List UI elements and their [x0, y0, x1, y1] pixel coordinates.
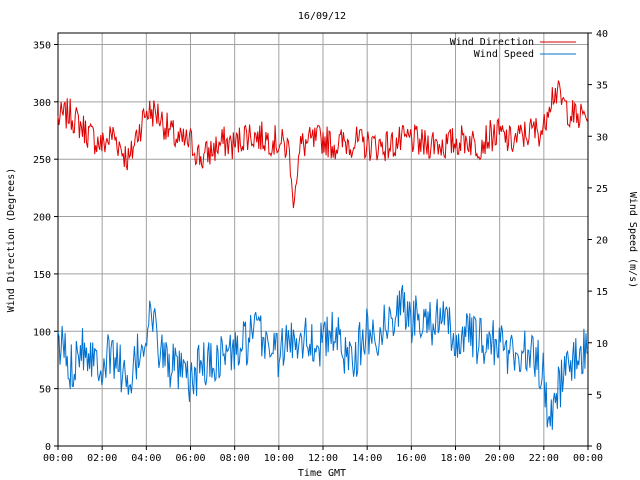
y-right-tick-label: 35: [596, 81, 608, 92]
x-tick-label: 20:00: [485, 453, 515, 464]
series-layer: [57, 80, 589, 430]
legend-label-direction: Wind Direction: [450, 37, 534, 48]
x-tick-label: 18:00: [440, 453, 470, 464]
axis-ticks: 00:00 02:00 04:00 06:00 08:00 10:00 12:00 14:00…: [33, 29, 608, 464]
y-left-tick-label: 0: [45, 442, 51, 453]
y-left-tick-label: 50: [39, 385, 51, 396]
x-tick-label: 06:00: [175, 453, 205, 464]
x-axis-label: Time GMT: [298, 468, 346, 479]
chart-title: 16/09/12: [298, 11, 346, 22]
x-tick-label: 00:00: [573, 453, 603, 464]
x-tick-label: 22:00: [529, 453, 559, 464]
y-left-tick-label: 250: [33, 155, 51, 166]
y-left-tick-label: 200: [33, 213, 51, 224]
x-tick-label: 04:00: [131, 453, 161, 464]
y-right-tick-label: 40: [596, 29, 608, 40]
x-tick-label: 16:00: [396, 453, 426, 464]
y-right-tick-label: 10: [596, 339, 608, 350]
y-left-tick-label: 150: [33, 270, 51, 281]
y-right-tick-label: 20: [596, 236, 608, 247]
x-tick-label: 10:00: [264, 453, 294, 464]
y-left-tick-label: 300: [33, 98, 51, 109]
x-tick-label: 08:00: [220, 453, 250, 464]
legend-label-speed: Wind Speed: [474, 49, 534, 60]
y-right-tick-label: 15: [596, 287, 608, 298]
y-left-tick-label: 100: [33, 327, 51, 338]
legend: Wind Direction Wind Speed: [450, 37, 576, 60]
x-tick-label: 02:00: [87, 453, 117, 464]
x-tick-label: 14:00: [352, 453, 382, 464]
series-line-wind-speed: [57, 285, 589, 430]
grid-lines: [58, 33, 588, 446]
y-left-tick-label: 350: [33, 40, 51, 51]
y-right-tick-label: 30: [596, 132, 608, 143]
y-right-tick-label: 0: [596, 442, 602, 453]
y-right-tick-label: 25: [596, 184, 608, 195]
x-tick-label: 12:00: [308, 453, 338, 464]
y-axis-label-right: Wind Speed (m/s): [627, 192, 638, 288]
y-right-tick-label: 5: [596, 390, 602, 401]
y-axis-label-left: Wind Direction (Degrees): [6, 168, 17, 313]
x-tick-label: 00:00: [43, 453, 73, 464]
series-line-wind-direction: [57, 80, 589, 209]
